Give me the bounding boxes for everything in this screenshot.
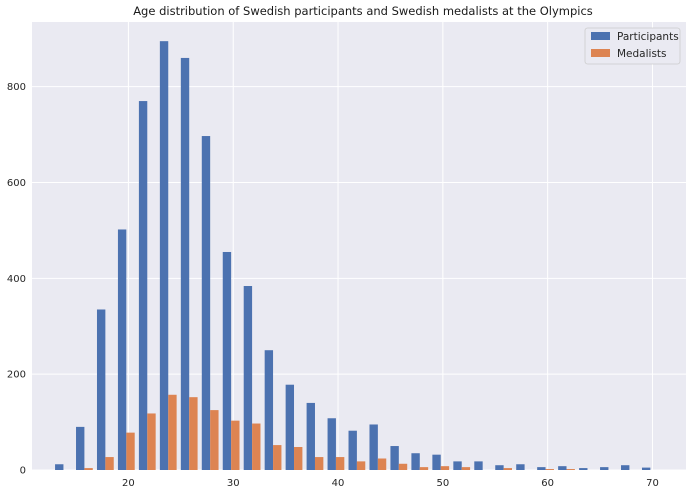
- bar-participants: [621, 465, 630, 470]
- bar-medalists: [440, 466, 450, 470]
- bar-participants: [411, 453, 420, 470]
- bar-medalists: [105, 457, 114, 470]
- x-tick-label: 70: [646, 478, 659, 489]
- y-tick-label: 800: [7, 82, 26, 93]
- bar-participants: [159, 41, 169, 471]
- bar-participants: [558, 466, 567, 470]
- bar-participants: [201, 136, 211, 471]
- x-tick-label: 30: [227, 478, 240, 489]
- bar-participants: [432, 454, 441, 470]
- bar-medalists: [356, 461, 366, 470]
- x-tick-label: 60: [541, 478, 554, 489]
- plot-area: [32, 22, 686, 470]
- legend-swatch-medalists: [591, 49, 610, 57]
- legend-swatch-participants: [591, 32, 610, 40]
- x-tick-label: 40: [332, 478, 345, 489]
- bar-participants: [348, 430, 357, 470]
- bar-medalists: [231, 420, 240, 470]
- bar-medalists: [294, 447, 303, 470]
- legend-label-participants: Participants: [617, 31, 679, 43]
- bar-participants: [579, 468, 588, 470]
- bar-medalists: [168, 394, 177, 470]
- bar-participants: [243, 286, 253, 470]
- bar-medalists: [503, 468, 513, 470]
- bar-medalists: [461, 467, 471, 470]
- chart-title: Age distribution of Swedish participants…: [133, 4, 593, 18]
- bar-medalists: [126, 432, 135, 470]
- bar-medalists: [189, 397, 198, 470]
- bar-participants: [76, 426, 85, 470]
- bar-participants: [285, 384, 295, 470]
- bar-participants: [390, 446, 399, 470]
- legend-label-medalists: Medalists: [617, 48, 667, 60]
- bar-participants: [600, 467, 609, 470]
- bar-participants: [453, 461, 462, 470]
- bar-participants: [117, 229, 127, 470]
- x-tick-label: 20: [122, 478, 135, 489]
- bar-medalists: [398, 463, 408, 470]
- x-axis: 20 30 40 50 60 70: [122, 478, 659, 489]
- bar-participants: [264, 350, 274, 470]
- y-tick-label: 0: [20, 466, 26, 477]
- bar-participants: [641, 467, 651, 470]
- bar-participants: [495, 465, 504, 470]
- y-tick-label: 400: [7, 274, 26, 285]
- bar-medalists: [335, 457, 345, 470]
- bar-participants: [138, 101, 148, 470]
- bar-participants: [474, 461, 483, 470]
- bar-medalists: [84, 468, 93, 470]
- bar-medalists: [273, 445, 282, 470]
- bar-participants: [96, 309, 106, 470]
- y-tick-label: 600: [7, 178, 26, 189]
- bar-participants: [516, 464, 525, 470]
- bar-medalists: [377, 458, 387, 470]
- bar-participants: [180, 57, 190, 470]
- bars: [55, 41, 651, 471]
- bar-medalists: [419, 467, 429, 470]
- bar-medalists: [210, 410, 219, 470]
- bar-participants: [327, 418, 336, 470]
- bar-participants: [55, 464, 64, 470]
- bar-medalists: [147, 413, 156, 470]
- bar-medalists: [545, 469, 554, 470]
- bar-participants: [537, 467, 546, 470]
- bar-medalists: [252, 423, 261, 470]
- bar-participants: [306, 402, 315, 470]
- x-tick-label: 50: [436, 478, 449, 489]
- bar-participants: [369, 424, 378, 470]
- legend: Participants Medalists: [584, 27, 681, 65]
- bar-medalists: [314, 457, 324, 470]
- bar-participants: [222, 251, 232, 470]
- y-axis: 0 200 400 600 800: [7, 82, 26, 476]
- bar-medalists: [566, 469, 575, 470]
- y-tick-label: 200: [7, 370, 26, 381]
